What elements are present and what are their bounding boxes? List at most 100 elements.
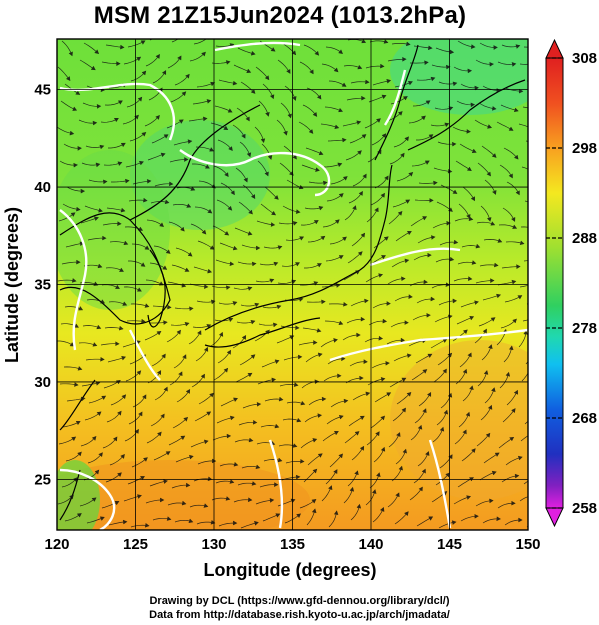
streamline-arrow (270, 47, 276, 52)
streamline-arrow (138, 226, 144, 231)
streamline-arrow (159, 222, 164, 227)
streamline-arrow (163, 320, 168, 325)
streamline-arrow (184, 322, 190, 327)
streamline-arrow (361, 39, 367, 44)
streamline-arrow (186, 388, 191, 394)
streamline-arrow (160, 413, 165, 419)
streamline-arrow (404, 511, 409, 516)
streamline-arrow (486, 171, 491, 177)
streamline-arrow (254, 521, 259, 526)
streamline-arrow (334, 124, 340, 129)
colorbar-top-arrow (545, 38, 564, 59)
streamline-arrow (118, 326, 124, 331)
streamline-arrow (482, 328, 487, 334)
streamline-arrow (422, 369, 428, 374)
x-tick-label: 150 (515, 536, 540, 553)
streamline-arrow (292, 154, 297, 160)
streamline-arrow (80, 188, 86, 194)
streamline-arrow (70, 212, 76, 217)
streamline-arrow (508, 126, 514, 131)
streamline-arrow (275, 513, 281, 518)
streamline-arrow (417, 424, 423, 430)
streamline-arrow (200, 373, 205, 379)
streamline-arrow (380, 415, 386, 421)
streamline-arrow (428, 134, 434, 139)
streamline (193, 39, 207, 45)
streamline-arrow (494, 452, 500, 457)
streamline-arrow (314, 51, 320, 56)
streamline-arrow (271, 377, 277, 383)
streamline-arrow (490, 317, 496, 322)
x-axis-ticks: 120 125 130 135 140 145 150 (44, 536, 540, 553)
streamline-arrow (543, 242, 547, 246)
streamline-arrow (296, 513, 301, 518)
streamline-arrow (77, 366, 83, 371)
credit-drawing: Drawing by DCL (https://www.gfd-dennou.o… (149, 595, 450, 607)
streamline-arrow (203, 284, 209, 289)
streamline-arrow (183, 416, 189, 422)
streamline-arrow (71, 436, 77, 441)
streamline-arrow (320, 235, 326, 241)
streamline-arrow (229, 479, 235, 484)
streamline-arrow (94, 216, 99, 221)
streamline-arrow (251, 194, 256, 200)
streamline-arrow (161, 353, 166, 359)
streamline-arrow (407, 230, 412, 235)
streamline-arrow (226, 433, 232, 439)
streamline-arrow (299, 236, 305, 241)
streamline-arrow (99, 144, 105, 150)
y-tick-label: 25 (34, 471, 51, 488)
streamline-arrow (383, 39, 389, 44)
streamline-arrow (338, 49, 343, 54)
streamline-arrow (465, 411, 471, 417)
streamline-arrow (408, 294, 413, 299)
streamline-arrow (491, 106, 497, 111)
streamline-arrow (380, 507, 385, 512)
streamline-arrow (120, 208, 126, 213)
streamline-arrow (535, 413, 539, 417)
streamline-arrow (100, 299, 106, 304)
streamline-arrow (114, 118, 119, 122)
streamline-arrow (248, 209, 253, 215)
streamline-arrow (358, 251, 363, 256)
streamline-arrow (267, 155, 273, 160)
streamline-arrow (242, 334, 247, 340)
streamline-arrow (491, 470, 497, 476)
streamline-arrow (427, 353, 433, 358)
streamline-arrow (201, 229, 207, 235)
streamline-arrow (95, 162, 101, 168)
warm-region-south (57, 460, 310, 530)
streamline-arrow (66, 76, 71, 81)
streamline-arrow (163, 386, 168, 392)
streamline-arrow (356, 332, 361, 338)
streamline-arrow (469, 316, 475, 321)
streamline-arrow (97, 263, 103, 269)
y-tick-label: 40 (34, 179, 51, 196)
streamline-arrow (361, 134, 367, 139)
streamline-arrow (496, 516, 501, 522)
streamline-arrow (534, 62, 538, 66)
streamline-arrow (116, 61, 121, 66)
streamline-arrow (408, 171, 414, 177)
streamline-arrow (94, 469, 100, 475)
streamline-arrow (428, 516, 434, 521)
streamline-arrow (102, 179, 108, 184)
streamline-arrow (144, 523, 150, 528)
streamline-arrow (467, 166, 472, 172)
streamline-arrow (426, 313, 431, 318)
streamline-arrow (519, 240, 525, 246)
streamline-arrow (451, 141, 457, 147)
streamline-arrow (404, 320, 409, 325)
streamline-arrow (339, 193, 344, 198)
streamline-arrow (380, 192, 385, 198)
streamline-arrow (223, 125, 229, 130)
streamline-arrow (318, 205, 324, 211)
streamline-arrow (512, 224, 518, 229)
streamline-arrow (225, 60, 231, 65)
streamline-arrow (143, 198, 148, 203)
streamline-arrow (209, 147, 215, 152)
colorbar-tick-label: 278 (572, 320, 597, 337)
streamline-arrow (155, 115, 160, 120)
streamline-arrow (160, 152, 166, 157)
